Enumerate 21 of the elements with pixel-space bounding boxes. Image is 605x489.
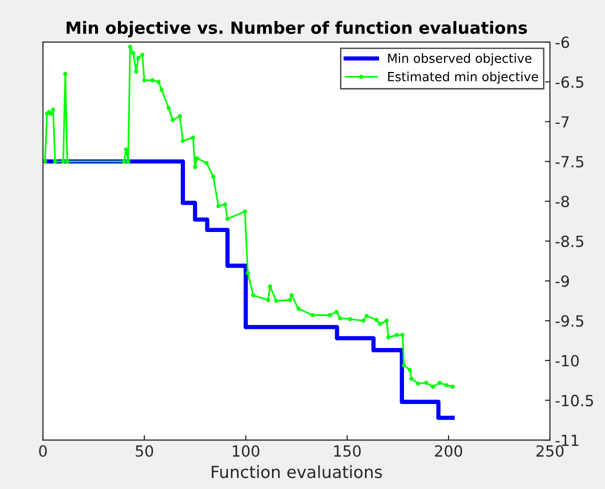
x-tick-label: 50 [136,445,154,457]
y-tick-label: -9.5 [556,315,584,327]
chart-title: Min objective vs. Number of function evaluations [66,21,527,38]
legend-label: Min observed objective [388,53,532,66]
x-tick-label: 0 [39,445,47,457]
x-tick-label: 250 [536,445,564,457]
x-axis-title: Function evaluations [212,465,382,478]
y-tick-label: -10.5 [556,394,593,406]
x-tick-label: 200 [435,445,462,457]
x-tick-label: 150 [334,445,361,457]
y-tick-label: -7 [556,116,569,128]
y-tick-label: -7.5 [556,156,584,168]
y-tick-label: -10 [556,354,579,367]
y-tick-label: -8.5 [556,236,584,248]
y-tick-label: -8 [556,196,569,208]
y-tick-label: -11 [556,434,578,446]
y-tick-label: -6 [556,36,570,48]
x-tick-label: 100 [232,445,260,457]
legend-label: Estimated min objective [388,72,538,84]
y-tick-label: -9 [556,275,569,287]
y-tick-label: -6.5 [556,76,584,88]
